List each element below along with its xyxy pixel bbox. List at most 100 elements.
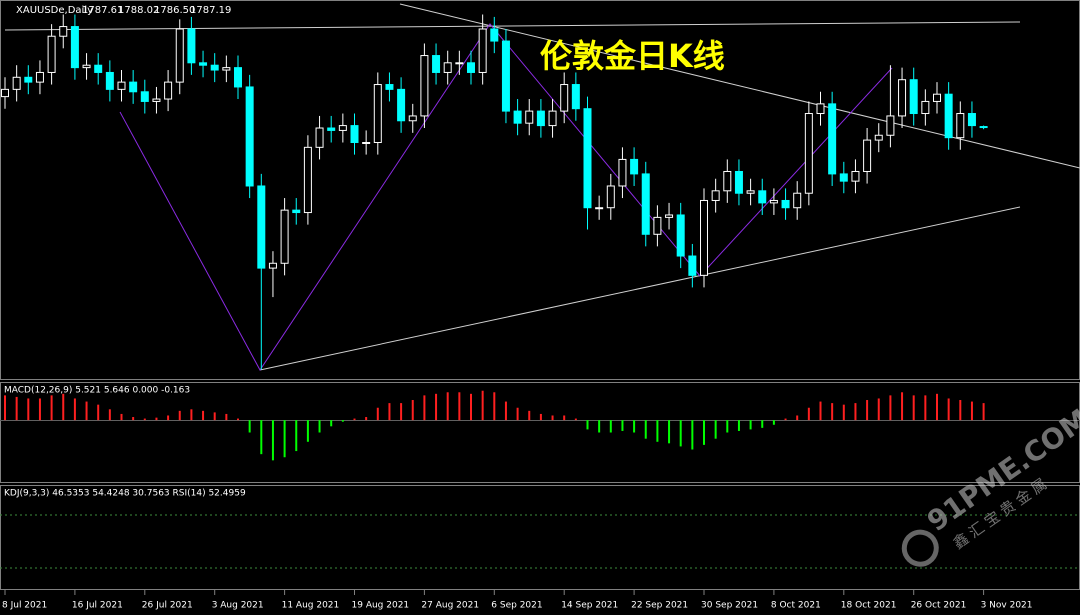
candle-body — [769, 199, 778, 204]
chart-title: 伦敦金日K线 — [540, 37, 725, 75]
macd-bar — [679, 420, 682, 447]
trendline — [399, 3, 1080, 169]
candle-body — [257, 185, 266, 269]
candle-body — [513, 110, 522, 124]
candle-body — [362, 142, 371, 145]
candle-body — [839, 173, 848, 182]
candle-body — [12, 76, 21, 90]
candle-body — [187, 28, 196, 64]
macd-bar — [353, 418, 356, 421]
macd-bar — [656, 420, 659, 442]
macd-bar — [446, 392, 449, 421]
candle-body — [70, 26, 79, 69]
macd-bar — [213, 412, 216, 421]
candle-body — [397, 88, 406, 122]
candle-body — [338, 125, 347, 131]
candle-body — [933, 93, 941, 102]
macd-bar — [761, 420, 764, 428]
macd-bar — [178, 410, 181, 421]
kdj-label: KDJ(9,3,3) 46.5353 54.4248 30.7563 RSI(1… — [4, 489, 246, 499]
candle-body — [723, 170, 732, 192]
macd-bar — [260, 420, 263, 455]
macd-bar — [411, 400, 414, 421]
macd-bar — [644, 420, 647, 439]
open-label: 1787.61 — [82, 5, 123, 16]
candle-body — [653, 216, 662, 235]
macd-bar — [947, 398, 950, 421]
macd-bar — [237, 418, 239, 421]
candle-body — [245, 86, 254, 187]
macd-bar — [714, 420, 717, 439]
macd-bar — [318, 420, 321, 433]
macd-bar — [796, 415, 799, 421]
candle-body — [583, 108, 592, 209]
x-tick-label: 26 Oct 2021 — [911, 601, 967, 611]
candle-body — [443, 62, 452, 73]
candle-body — [595, 207, 604, 210]
x-tick-label: 11 Aug 2021 — [282, 601, 340, 611]
macd-bar — [726, 420, 729, 433]
candle-body — [303, 146, 312, 214]
header: XAUUSDe,Daily 1787.61 1788.02 1786.50 17… — [16, 5, 231, 16]
watermark-logo — [901, 529, 939, 567]
x-tick-label: 3 Aug 2021 — [212, 601, 264, 611]
candle-body — [804, 113, 813, 194]
macd-bar — [749, 420, 752, 430]
macd-bar — [982, 403, 985, 421]
macd-bar — [924, 395, 927, 421]
candle-body — [210, 64, 219, 71]
macd-bar — [143, 418, 146, 421]
candle-body — [688, 255, 697, 276]
candle-body — [315, 127, 324, 148]
candle-body — [292, 209, 301, 214]
macd-bar — [551, 415, 554, 421]
macd-bar — [248, 420, 251, 433]
macd-bar — [132, 417, 135, 421]
candle-body — [560, 84, 569, 112]
x-tick-label: 14 Sep 2021 — [561, 601, 618, 611]
candle-body — [828, 103, 837, 175]
candle-body — [420, 55, 429, 117]
macd-bar — [609, 420, 612, 433]
macd-bar — [819, 401, 822, 421]
macd-bar — [807, 407, 810, 421]
macd-bar — [365, 417, 368, 421]
macd-bar — [633, 420, 636, 433]
candle-body — [164, 81, 173, 100]
macd-bar — [376, 407, 379, 421]
candle-body — [898, 79, 907, 117]
macd-bar — [120, 413, 123, 421]
macd-bar — [621, 420, 624, 431]
candle-body — [863, 139, 872, 172]
macd-bar — [271, 420, 274, 461]
macd-bar — [691, 420, 694, 450]
candle-body — [886, 115, 895, 136]
candle-body — [571, 84, 580, 110]
x-tick-label: 18 Oct 2021 — [841, 601, 897, 611]
candle-body — [280, 209, 289, 264]
candle-body — [781, 199, 790, 209]
candle-body — [455, 62, 464, 65]
candle-body — [711, 190, 720, 201]
candle-body — [758, 190, 767, 204]
candle-body — [816, 103, 825, 115]
macd-bar — [283, 420, 286, 458]
macd-bar — [97, 404, 100, 421]
macd-bar — [306, 420, 309, 442]
low-label: 1786.50 — [154, 5, 195, 16]
macd-bar — [866, 400, 869, 421]
macd-bar — [831, 403, 834, 421]
macd-bar — [470, 393, 472, 421]
candle-body — [47, 35, 56, 73]
candle-body — [536, 110, 545, 127]
candle-body — [467, 62, 475, 73]
macd-bar — [50, 395, 53, 421]
candle-body — [548, 110, 557, 127]
candle-body — [327, 127, 336, 131]
x-tick-label: 30 Sep 2021 — [701, 601, 758, 611]
candle-body — [851, 170, 860, 182]
macd-bar — [4, 395, 6, 421]
candle-body — [385, 84, 394, 90]
candle-body — [268, 262, 277, 269]
